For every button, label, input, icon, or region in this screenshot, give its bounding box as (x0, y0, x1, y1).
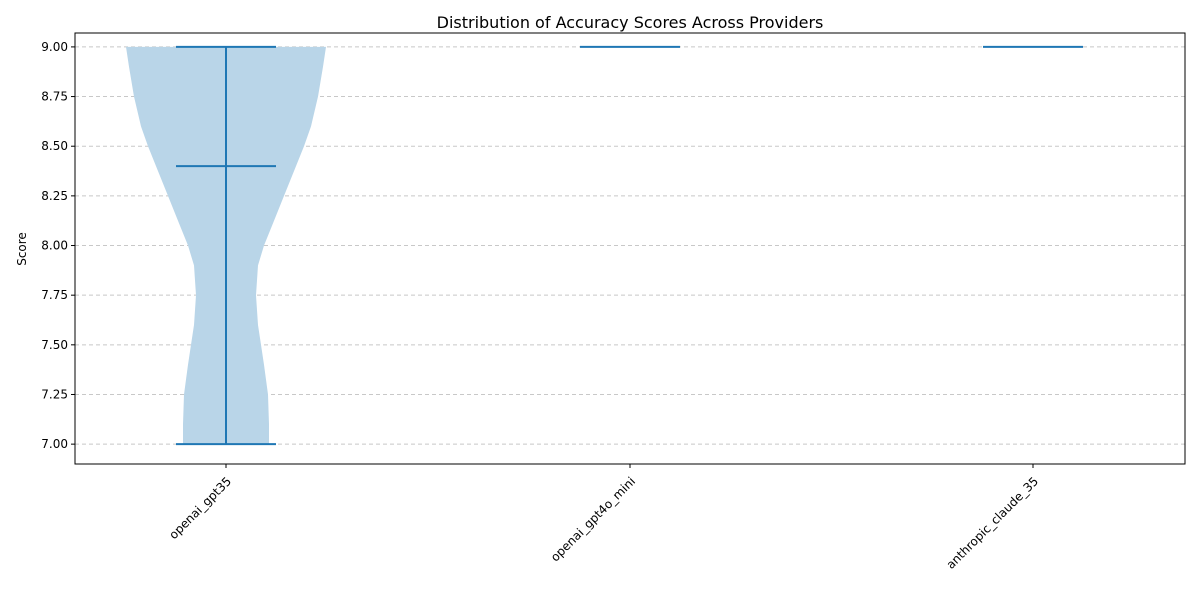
y-tick-label: 8.50 (41, 139, 68, 153)
x-ticks: openai_gpt35 openai_gpt4o_mini anthropic_c… (166, 464, 1041, 572)
x-tick-label: openai_gpt4o_mini (548, 474, 638, 564)
y-tick-label: 8.00 (41, 239, 68, 253)
x-tick-label: openai_gpt35 (166, 474, 234, 542)
y-tick-label: 7.75 (41, 288, 68, 302)
y-tick-label: 7.50 (41, 338, 68, 352)
y-tick-label: 8.75 (41, 90, 68, 104)
y-axis-label: Score (15, 232, 29, 266)
y-tick-label: 8.25 (41, 189, 68, 203)
chart-title: Distribution of Accuracy Scores Across P… (437, 13, 824, 32)
y-tick-label: 9.00 (41, 40, 68, 54)
violin-layer (126, 45, 1083, 446)
y-tick-label: 7.00 (41, 437, 68, 451)
y-ticks: 7.00 7.25 7.50 7.75 8.00 8.25 8.50 8.75 9.00 (41, 40, 75, 451)
violin-openai_gpt35 (126, 45, 326, 446)
x-tick-label: anthropic_claude_35 (944, 474, 1042, 572)
y-tick-label: 7.25 (41, 387, 68, 401)
